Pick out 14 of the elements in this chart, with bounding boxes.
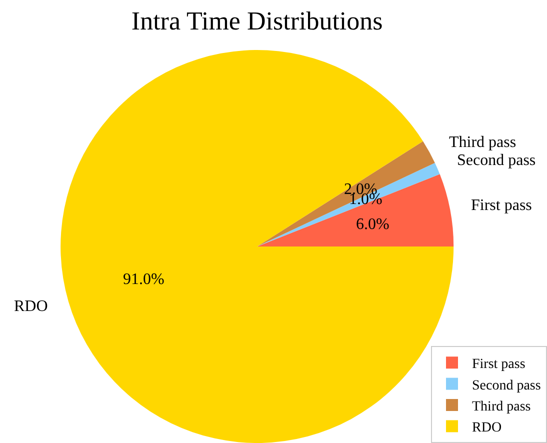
legend-label: Third pass [472, 399, 531, 414]
slice-label: Second pass [457, 152, 536, 169]
pie-slice [257, 174, 454, 246]
data-label: 6.0% [356, 216, 390, 233]
slice-label: First pass [471, 197, 532, 214]
slice-label: RDO [14, 298, 48, 315]
chart-title: Intra Time Distributions [131, 6, 383, 36]
legend-label: RDO [472, 420, 502, 436]
pie-slice [257, 162, 440, 246]
legend-label: First pass [472, 357, 526, 372]
legend-label: Second pass [472, 378, 541, 394]
data-label: 91.0% [123, 271, 164, 288]
pie-slice [257, 141, 435, 246]
slice-label: Third pass [449, 134, 516, 151]
